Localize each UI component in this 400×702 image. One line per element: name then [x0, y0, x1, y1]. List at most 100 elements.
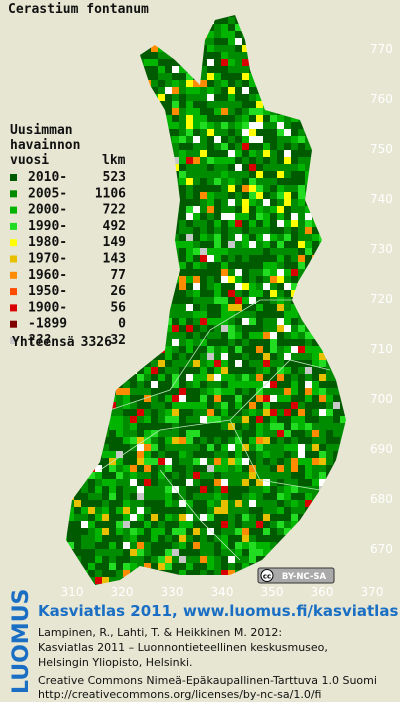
legend-count-heading: lkm: [102, 153, 126, 168]
map-cell: [242, 129, 249, 136]
map-cell: [123, 549, 130, 556]
headline[interactable]: Kasviatlas 2011, www.luomus.fi/kasviatla…: [38, 602, 398, 620]
map-cell: [263, 325, 270, 332]
map-cell: [186, 199, 193, 206]
map-cell: [200, 528, 207, 535]
map-cell: [242, 472, 249, 479]
map-cell: [207, 171, 214, 178]
map-cell: [235, 290, 242, 297]
map-cell: [186, 108, 193, 115]
map-cell: [291, 150, 298, 157]
map-cell: [228, 353, 235, 360]
map-cell: [298, 178, 305, 185]
map-cell: [179, 542, 186, 549]
map-cell: [207, 136, 214, 143]
map-cell: [221, 206, 228, 213]
map-cell: [172, 346, 179, 353]
map-cell: [235, 374, 242, 381]
map-cell: [214, 213, 221, 220]
y-label: 740: [370, 192, 393, 206]
map-cell: [158, 549, 165, 556]
map-cell: [200, 94, 207, 101]
map-cell: [249, 409, 256, 416]
map-cell: [263, 234, 270, 241]
map-cell: [249, 283, 256, 290]
map-cell: [305, 220, 312, 227]
map-cell: [228, 122, 235, 129]
map-cell: [284, 493, 291, 500]
map-cell: [249, 549, 256, 556]
map-cell: [144, 416, 151, 423]
map-cell: [256, 108, 263, 115]
map-cell: [228, 108, 235, 115]
map-cell: [172, 507, 179, 514]
map-cell: [214, 122, 221, 129]
map-cell: [249, 304, 256, 311]
map-cell: [235, 115, 242, 122]
map-cell: [193, 108, 200, 115]
map-cell: [221, 374, 228, 381]
map-cell: [158, 80, 165, 87]
map-cell: [263, 227, 270, 234]
map-cell: [277, 437, 284, 444]
map-cell: [144, 472, 151, 479]
map-cell: [305, 437, 312, 444]
map-cell: [291, 430, 298, 437]
map-cell: [284, 276, 291, 283]
map-cell: [172, 304, 179, 311]
map-cell: [249, 325, 256, 332]
map-cell: [116, 388, 123, 395]
map-cell: [214, 409, 221, 416]
map-cell: [207, 157, 214, 164]
map-cell: [263, 451, 270, 458]
map-cell: [109, 451, 116, 458]
map-cell: [242, 514, 249, 521]
map-cell: [200, 318, 207, 325]
map-cell: [305, 227, 312, 234]
map-cell: [221, 479, 228, 486]
map-cell: [186, 465, 193, 472]
map-cell: [186, 556, 193, 563]
map-cell: [312, 227, 319, 234]
map-cell: [291, 451, 298, 458]
map-cell: [270, 514, 277, 521]
map-cell: [116, 500, 123, 507]
map-cell: [102, 563, 109, 570]
map-cell: [207, 325, 214, 332]
map-cell: [214, 101, 221, 108]
map-cell: [249, 87, 256, 94]
map-cell: [172, 563, 179, 570]
map-cell: [235, 472, 242, 479]
map-cell: [228, 360, 235, 367]
map-cell: [284, 185, 291, 192]
map-cell: [193, 486, 200, 493]
map-cell: [158, 87, 165, 94]
map-cell: [221, 87, 228, 94]
map-cell: [207, 73, 214, 80]
map-cell: [256, 227, 263, 234]
map-cell: [67, 507, 74, 514]
map-cell: [284, 409, 291, 416]
title: Cerastium fontanum: [8, 2, 149, 17]
map-cell: [137, 451, 144, 458]
map-cell: [193, 360, 200, 367]
map-cell: [130, 423, 137, 430]
map-cell: [193, 213, 200, 220]
map-cell: [66, 535, 67, 542]
map-cell: [207, 367, 214, 374]
map-cell: [207, 185, 214, 192]
map-cell: [179, 472, 186, 479]
map-cell: [102, 514, 109, 521]
map-cell: [291, 157, 298, 164]
map-cell: [179, 458, 186, 465]
map-cell: [221, 388, 228, 395]
map-cell: [186, 297, 193, 304]
map-cell: [221, 24, 228, 31]
map-cell: [270, 248, 277, 255]
map-cell: [67, 521, 74, 528]
map-cell: [214, 185, 221, 192]
map-cell: [263, 507, 270, 514]
map-cell: [172, 388, 179, 395]
map-cell: [221, 178, 228, 185]
map-cell: [256, 374, 263, 381]
